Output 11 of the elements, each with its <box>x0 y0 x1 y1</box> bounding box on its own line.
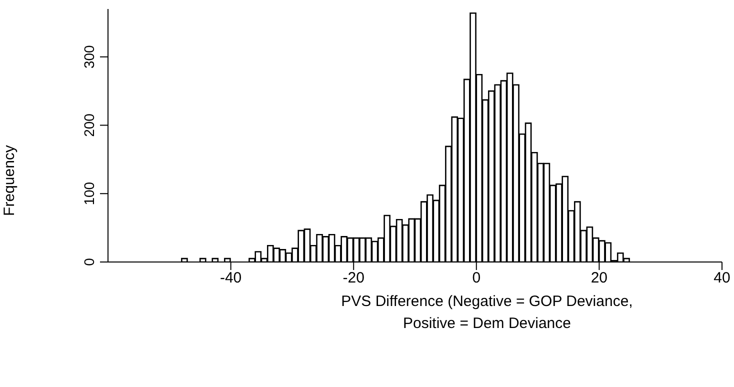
y-axis-title: Frequency <box>1 144 18 216</box>
x-tick-label: -40 <box>220 270 242 287</box>
x-tick-label: 40 <box>714 270 730 287</box>
y-tick-label: 0 <box>81 258 97 266</box>
x-tick-label: 0 <box>472 270 481 287</box>
y-tick-label: 200 <box>81 113 97 137</box>
x-tick-label: -20 <box>342 270 364 287</box>
y-tick-label: 300 <box>81 44 97 69</box>
x-axis-title: PVS Difference (Negative = GOP Deviance, Positive = Dem Deviance <box>341 293 633 332</box>
x-tick-label: 20 <box>590 270 608 287</box>
y-tick-label: 100 <box>81 182 97 206</box>
